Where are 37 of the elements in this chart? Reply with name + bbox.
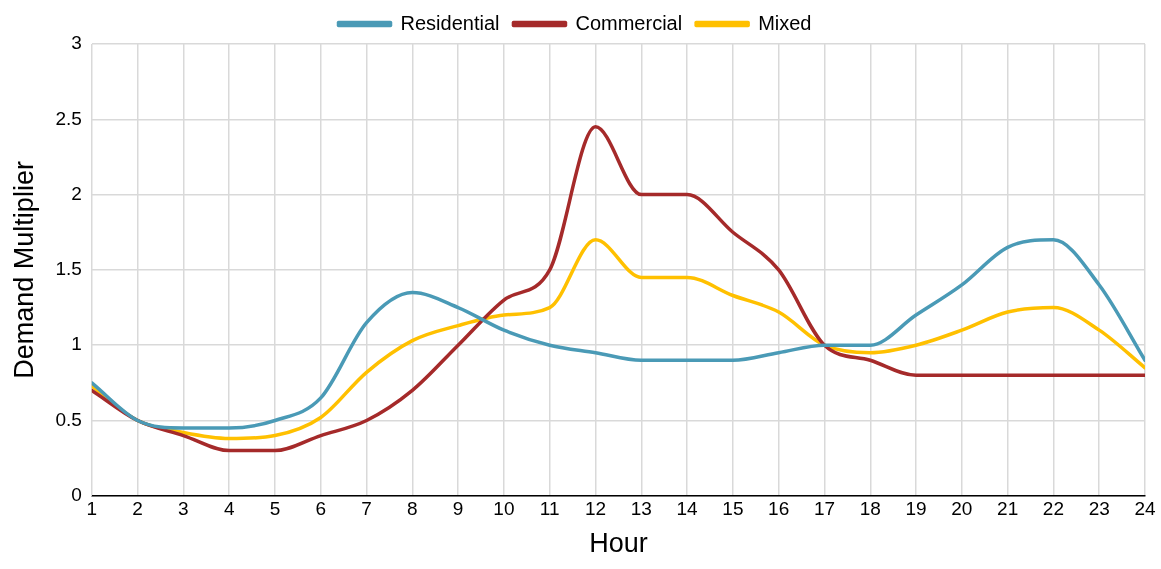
y-tick-label: 1 — [71, 333, 82, 355]
x-tick-label: 24 — [1134, 498, 1156, 520]
y-tick-label: 0.5 — [55, 408, 82, 430]
x-tick-label: 10 — [493, 498, 515, 520]
x-tick-label: 11 — [539, 498, 560, 520]
x-tick-label: 9 — [452, 498, 464, 520]
legend-label: Mixed — [758, 11, 812, 34]
x-tick-label: 6 — [315, 498, 327, 520]
x-tick-label: 5 — [269, 498, 281, 520]
y-tick-label: 0 — [71, 484, 82, 506]
x-tick-label: 1 — [86, 498, 98, 520]
x-tick-label: 18 — [859, 498, 881, 520]
line-series — [91, 125, 1145, 453]
x-tick-label: 20 — [951, 498, 973, 520]
y-axis-title: Demand Multiplier — [8, 161, 39, 379]
x-tick-label: 14 — [676, 498, 699, 520]
y-tick-label: 3 — [71, 32, 82, 54]
x-tick-label: 13 — [630, 498, 652, 520]
x-tick-label: 23 — [1088, 498, 1110, 520]
x-tick-label: 7 — [361, 498, 372, 520]
x-axis-title: Hour — [589, 528, 648, 559]
x-tick-label: 8 — [407, 498, 418, 520]
x-tick-label: 2 — [132, 498, 143, 520]
legend-label: Residential — [400, 11, 500, 34]
legend-label: Commercial — [575, 11, 683, 34]
y-tick-label: 1.5 — [55, 258, 82, 280]
x-tick-label: 17 — [813, 498, 836, 520]
x-tick-label: 3 — [178, 498, 189, 520]
x-tick-label: 4 — [223, 498, 235, 520]
y-tick-label: 2.5 — [55, 107, 82, 129]
x-tick-label: 15 — [722, 498, 744, 520]
x-tick-label: 12 — [584, 498, 607, 520]
x-tick-label: 19 — [905, 498, 927, 520]
x-tick-label: 21 — [997, 498, 1019, 520]
x-tick-label: 22 — [1042, 498, 1064, 520]
x-tick-label: 16 — [768, 498, 790, 520]
y-tick-label: 2 — [71, 182, 82, 204]
